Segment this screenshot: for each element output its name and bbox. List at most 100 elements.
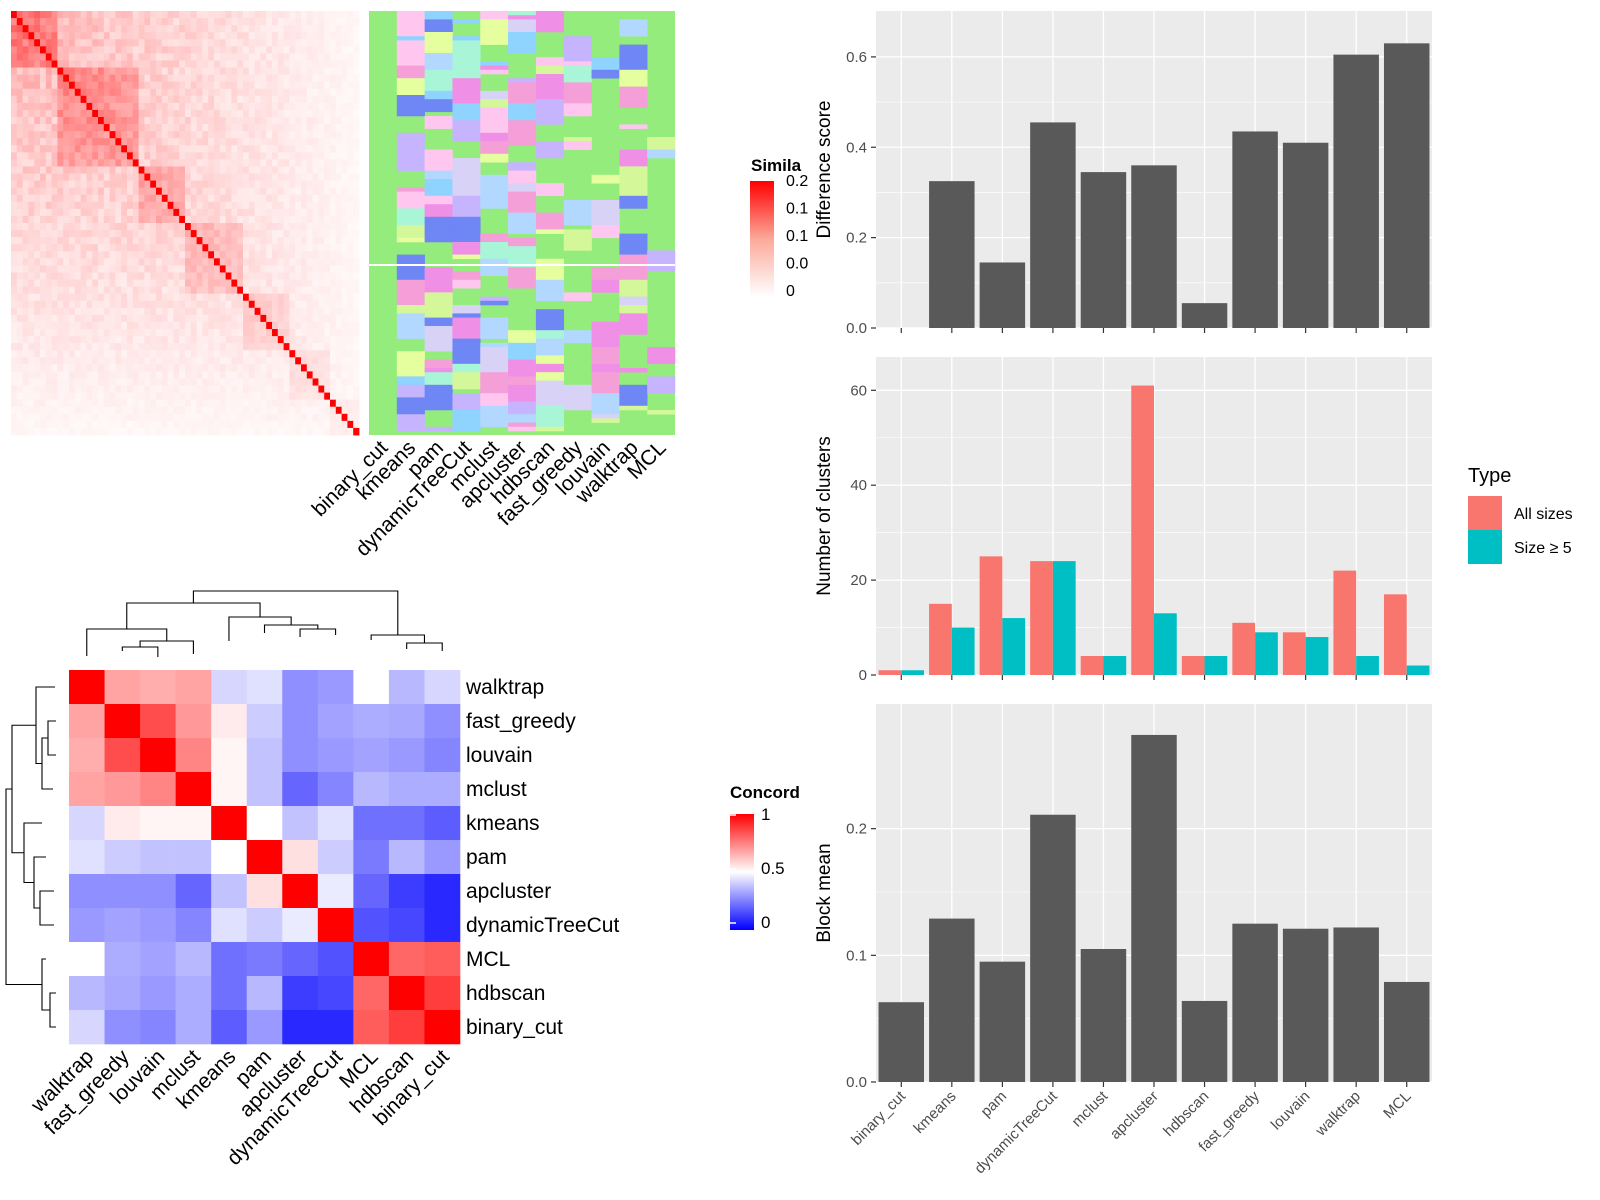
similarity-cell: [335, 215, 342, 224]
assignment-cell: [424, 204, 453, 209]
similarity-cell: [45, 81, 52, 90]
similarity-cell: [45, 67, 52, 75]
similarity-cell: [103, 18, 110, 26]
similarity-cell: [69, 413, 76, 422]
similarity-cell: [243, 244, 250, 252]
similarity-cell: [208, 244, 215, 252]
similarity-cell: [127, 11, 134, 19]
similarity-cell: [92, 109, 99, 118]
concordance-cell: [246, 738, 283, 773]
similarity-cell: [254, 427, 261, 436]
similarity-cell: [208, 385, 215, 393]
assignment-cell: [424, 200, 453, 205]
similarity-cell: [179, 258, 186, 266]
similarity-cell: [335, 300, 342, 309]
similarity-cell: [28, 385, 35, 393]
similarity-cell: [74, 357, 81, 365]
assignment-cell: [619, 195, 648, 201]
assignment-cell: [396, 191, 425, 197]
similarity-cell: [40, 286, 47, 295]
similarity-cell: [301, 215, 308, 224]
similarity-cell: [225, 413, 232, 422]
similarity-cell: [225, 117, 232, 125]
similarity-cell: [318, 201, 325, 210]
similarity-cell: [312, 272, 319, 280]
concordance-cell: [140, 772, 176, 807]
similarity-cell: [28, 117, 35, 125]
similarity-cell: [179, 420, 186, 429]
similarity-cell: [103, 272, 110, 280]
similarity-cell: [80, 102, 87, 111]
similarity-cell: [40, 102, 47, 111]
similarity-cell: [248, 265, 255, 273]
similarity-cell: [115, 88, 122, 97]
similarity-cell: [196, 336, 203, 344]
similarity-legend-tick: 0.1: [786, 228, 808, 245]
similarity-cell: [225, 343, 232, 351]
assignment-cell: [452, 338, 481, 344]
similarity-cell: [34, 32, 41, 40]
similarity-cell: [231, 265, 238, 273]
similarity-cell: [289, 307, 296, 316]
similarity-cell: [57, 350, 64, 358]
similarity-cell: [335, 392, 342, 401]
similarity-cell: [289, 293, 296, 302]
assignment-cell: [535, 292, 565, 297]
similarity-cell: [306, 67, 313, 75]
concordance-cell: [282, 1010, 319, 1045]
similarity-cell: [156, 109, 163, 118]
similarity-cell: [208, 60, 215, 68]
assignment-cell: [396, 15, 425, 20]
similarity-cell: [51, 406, 58, 415]
similarity-cell: [173, 237, 180, 245]
similarity-cell: [28, 173, 35, 181]
similarity-cell: [214, 81, 221, 90]
similarity-cell: [127, 166, 134, 174]
assignment-cell: [591, 414, 620, 419]
similarity-cell: [219, 420, 226, 429]
assignment-cell: [535, 338, 565, 344]
similarity-cell: [92, 350, 99, 358]
bar: [878, 1002, 925, 1082]
assignment-cell: [452, 166, 481, 171]
assignment-cell: [396, 99, 425, 104]
similarity-cell: [266, 265, 273, 273]
assignment-cell: [424, 279, 453, 285]
similarity-cell: [283, 18, 290, 26]
similarity-cell: [28, 60, 35, 68]
similarity-cell: [190, 350, 197, 358]
similarity-cell: [92, 60, 99, 68]
similarity-cell: [295, 385, 302, 393]
similarity-cell: [306, 371, 313, 379]
similarity-cell: [185, 279, 192, 287]
similarity-cell: [138, 307, 145, 316]
similarity-cell: [11, 74, 18, 83]
similarity-cell: [283, 138, 290, 146]
similarity-cell: [103, 329, 110, 337]
similarity-cell: [109, 46, 116, 54]
similarity-cell: [34, 272, 41, 280]
similarity-cell: [92, 67, 99, 75]
similarity-cell: [243, 201, 250, 210]
similarity-cell: [341, 173, 348, 181]
similarity-cell: [330, 201, 337, 210]
assignment-cell: [535, 149, 565, 155]
similarity-cell: [45, 272, 52, 280]
similarity-cell: [260, 81, 267, 90]
similarity-cell: [289, 392, 296, 401]
similarity-cell: [103, 343, 110, 351]
similarity-cell: [254, 32, 261, 40]
similarity-cell: [179, 194, 186, 203]
similarity-cell: [272, 138, 279, 146]
similarity-cell: [45, 251, 52, 259]
similarity-cell: [115, 420, 122, 429]
similarity-cell: [301, 208, 308, 217]
assignment-cell: [508, 19, 537, 24]
similarity-cell: [144, 237, 151, 245]
similarity-cell: [40, 166, 47, 174]
assignment-cell: [452, 380, 481, 386]
similarity-cell: [260, 208, 267, 217]
similarity-cell: [306, 81, 313, 90]
similarity-cell: [16, 159, 23, 167]
similarity-cell: [34, 138, 41, 146]
